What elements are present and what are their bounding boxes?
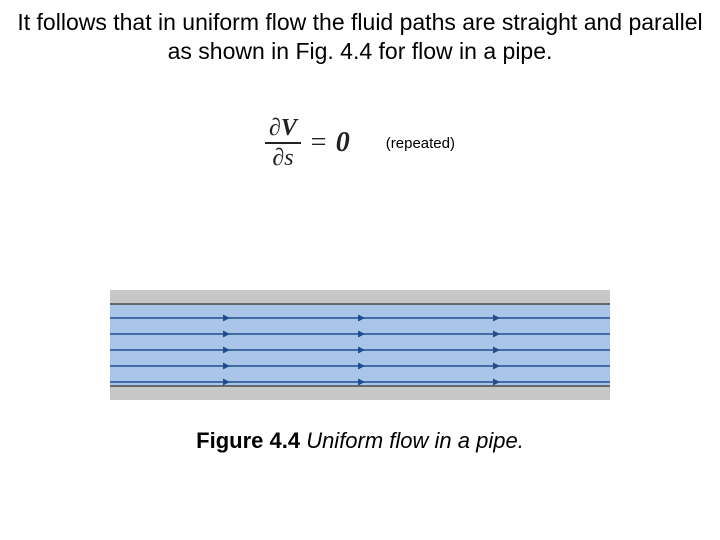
equation: ∂V ∂s = 0	[265, 116, 350, 170]
partial-symbol-bottom: ∂	[272, 145, 284, 171]
arc-length-var: s	[284, 145, 293, 171]
pipe-flow-figure	[110, 290, 610, 400]
partial-symbol-top: ∂	[269, 115, 281, 141]
equals-sign: =	[309, 127, 328, 159]
velocity-var: V	[281, 115, 297, 141]
zero: 0	[336, 127, 350, 159]
figure-caption: Figure 4.4 Uniform flow in a pipe.	[0, 428, 720, 454]
figure-label: Figure 4.4	[196, 428, 300, 453]
equation-row: ∂V ∂s = 0 (repeated)	[0, 116, 720, 170]
fraction: ∂V ∂s	[265, 116, 301, 170]
repeated-annotation: (repeated)	[386, 135, 455, 152]
intro-paragraph: It follows that in uniform flow the flui…	[12, 8, 708, 66]
figure-title: Uniform flow in a pipe.	[306, 428, 524, 453]
